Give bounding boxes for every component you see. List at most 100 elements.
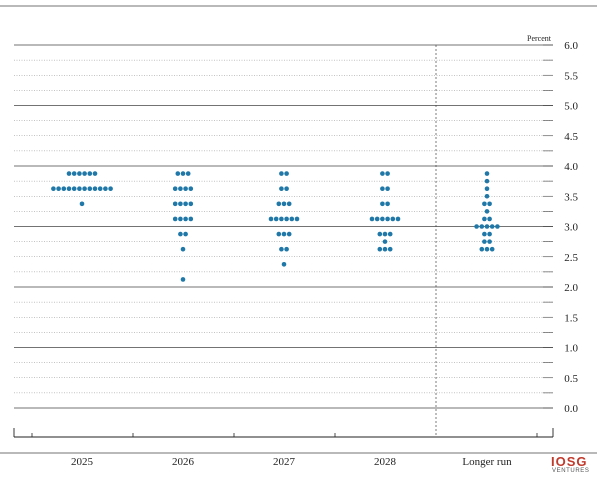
data-dot — [484, 209, 490, 214]
data-dot — [484, 193, 490, 199]
data-dot — [395, 216, 401, 222]
data-dot — [385, 171, 390, 176]
y-tick-label: 0.0 — [564, 403, 578, 415]
data-dot — [108, 186, 113, 191]
y-tick-label: 4.5 — [564, 131, 578, 143]
data-dot — [188, 201, 194, 207]
data-dot — [286, 201, 292, 207]
data-dot — [482, 201, 487, 207]
data-dot — [387, 246, 393, 252]
data-dot — [487, 231, 492, 237]
data-dot — [77, 171, 82, 176]
y-tick-label: 6.0 — [564, 40, 578, 52]
data-dot — [172, 186, 178, 191]
x-category-label: 2027 — [273, 456, 296, 468]
data-dot — [92, 186, 98, 191]
data-dot — [188, 216, 194, 222]
data-dot — [286, 231, 292, 237]
data-dot — [279, 216, 284, 222]
y-tick-label: 3.5 — [564, 191, 578, 203]
data-dot — [71, 186, 77, 191]
data-dot — [484, 186, 490, 191]
watermark-sub: VENTURES — [552, 468, 590, 474]
data-dot — [82, 171, 87, 176]
data-dot — [487, 216, 492, 222]
unit-label: Percent — [527, 34, 552, 43]
data-dot — [185, 171, 191, 176]
data-dot — [97, 186, 103, 191]
y-tick-label: 2.5 — [564, 252, 578, 264]
data-dot — [279, 186, 284, 191]
data-dot — [180, 246, 186, 252]
data-dot — [479, 224, 485, 229]
data-dot — [172, 201, 178, 207]
data-dot — [294, 216, 300, 222]
data-dot — [79, 201, 85, 207]
data-dot — [284, 246, 289, 252]
y-tick-label: 5.5 — [564, 70, 578, 82]
data-dot — [279, 246, 284, 252]
data-dot — [178, 216, 183, 222]
axes — [0, 5, 597, 454]
y-tick-label: 1.0 — [564, 343, 578, 355]
x-category-label: Longer run — [462, 456, 512, 468]
data-dot — [489, 246, 495, 252]
data-dot — [474, 224, 479, 229]
data-dot — [385, 201, 390, 207]
data-dot — [175, 171, 181, 176]
data-dot — [385, 186, 390, 191]
data-dot — [66, 171, 72, 176]
data-dot — [484, 246, 490, 252]
data-dot — [103, 186, 108, 191]
data-dot — [382, 239, 388, 244]
data-dot — [484, 171, 490, 176]
data-dot — [377, 246, 383, 252]
data-dot — [382, 246, 388, 252]
data-dot — [180, 171, 186, 176]
data-dot — [482, 239, 487, 244]
data-dot — [279, 171, 284, 176]
data-dot — [82, 186, 87, 191]
data-dot — [484, 178, 490, 184]
y-tick-label: 2.0 — [564, 282, 578, 294]
data-dot — [51, 186, 56, 191]
watermark-logo: IOSG VENTURES — [551, 455, 593, 477]
data-dot — [92, 171, 98, 176]
data-dot — [87, 171, 93, 176]
data-dot — [56, 186, 61, 191]
data-dot — [380, 171, 385, 176]
x-category-label: 2025 — [71, 456, 94, 468]
data-dot — [380, 216, 385, 222]
data-dot — [276, 231, 282, 237]
data-dot — [172, 216, 178, 222]
data-dot — [387, 231, 393, 237]
data-dot — [374, 216, 380, 222]
data-dot — [495, 224, 500, 229]
data-dot — [289, 216, 295, 222]
data-dot — [487, 201, 492, 207]
grid-lines — [14, 44, 553, 409]
y-tick-label: 4.0 — [564, 161, 578, 173]
data-dot — [487, 239, 492, 244]
data-dot — [71, 171, 77, 176]
data-dot — [377, 231, 383, 237]
data-dot — [484, 224, 490, 229]
data-dot — [489, 224, 495, 229]
data-dot — [482, 216, 487, 222]
data-dot — [382, 231, 388, 237]
data-dot — [385, 216, 390, 222]
data-dot — [183, 201, 188, 207]
data-dot — [178, 231, 183, 237]
data-dot — [183, 216, 188, 222]
data-dot — [180, 277, 186, 282]
watermark-main: IOSG — [551, 454, 588, 469]
data-dot — [61, 186, 67, 191]
data-dot — [482, 231, 487, 237]
data-dot — [183, 231, 188, 237]
data-dot — [188, 186, 194, 191]
data-dot — [66, 186, 72, 191]
data-dot — [284, 186, 289, 191]
dot-series — [51, 171, 500, 282]
data-dot — [284, 171, 289, 176]
